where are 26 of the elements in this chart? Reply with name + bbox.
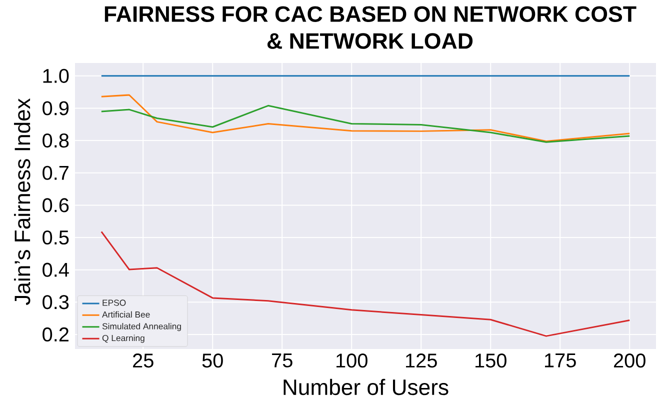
y-tick-label: 0.6 [42,198,69,212]
y-tick-label: 0.4 [42,262,69,277]
line-series [100,104,630,143]
legend-label: EPSO [102,300,126,306]
y-tick-label: 0.7 [42,166,68,180]
x-tick-label: 175 [545,354,576,368]
y-axis-title: Jain’s Fairness Index [14,98,30,306]
x-tick-label: 125 [406,354,437,368]
y-tick-label: 0.5 [42,230,69,245]
x-tick-label: 150 [476,354,506,368]
line-series [100,94,630,142]
x-axis-title: Number of Users [284,378,448,396]
x-tick-label: 25 [133,354,154,368]
y-tick-label: 0.2 [42,327,68,342]
x-tick-label: 50 [202,354,223,368]
y-tick-label: 0.9 [42,101,69,116]
y-tick-label: 1.0 [43,68,69,83]
chart-title: FAIRNESS FOR CAC BASED ON NETWORK COST & NETWORK LOAD [104,6,636,49]
legend-label: Q Learning [102,334,144,343]
y-tick-label: 0.3 [42,295,69,310]
x-tick-label: 100 [336,354,368,368]
legend-label: Artificial Bee [102,311,150,318]
y-tick-label: 0.8 [42,134,69,148]
x-tick-label: 200 [614,354,646,368]
legend-label: Simulated Annealing [102,322,181,332]
x-tick-label: 75 [272,354,292,368]
